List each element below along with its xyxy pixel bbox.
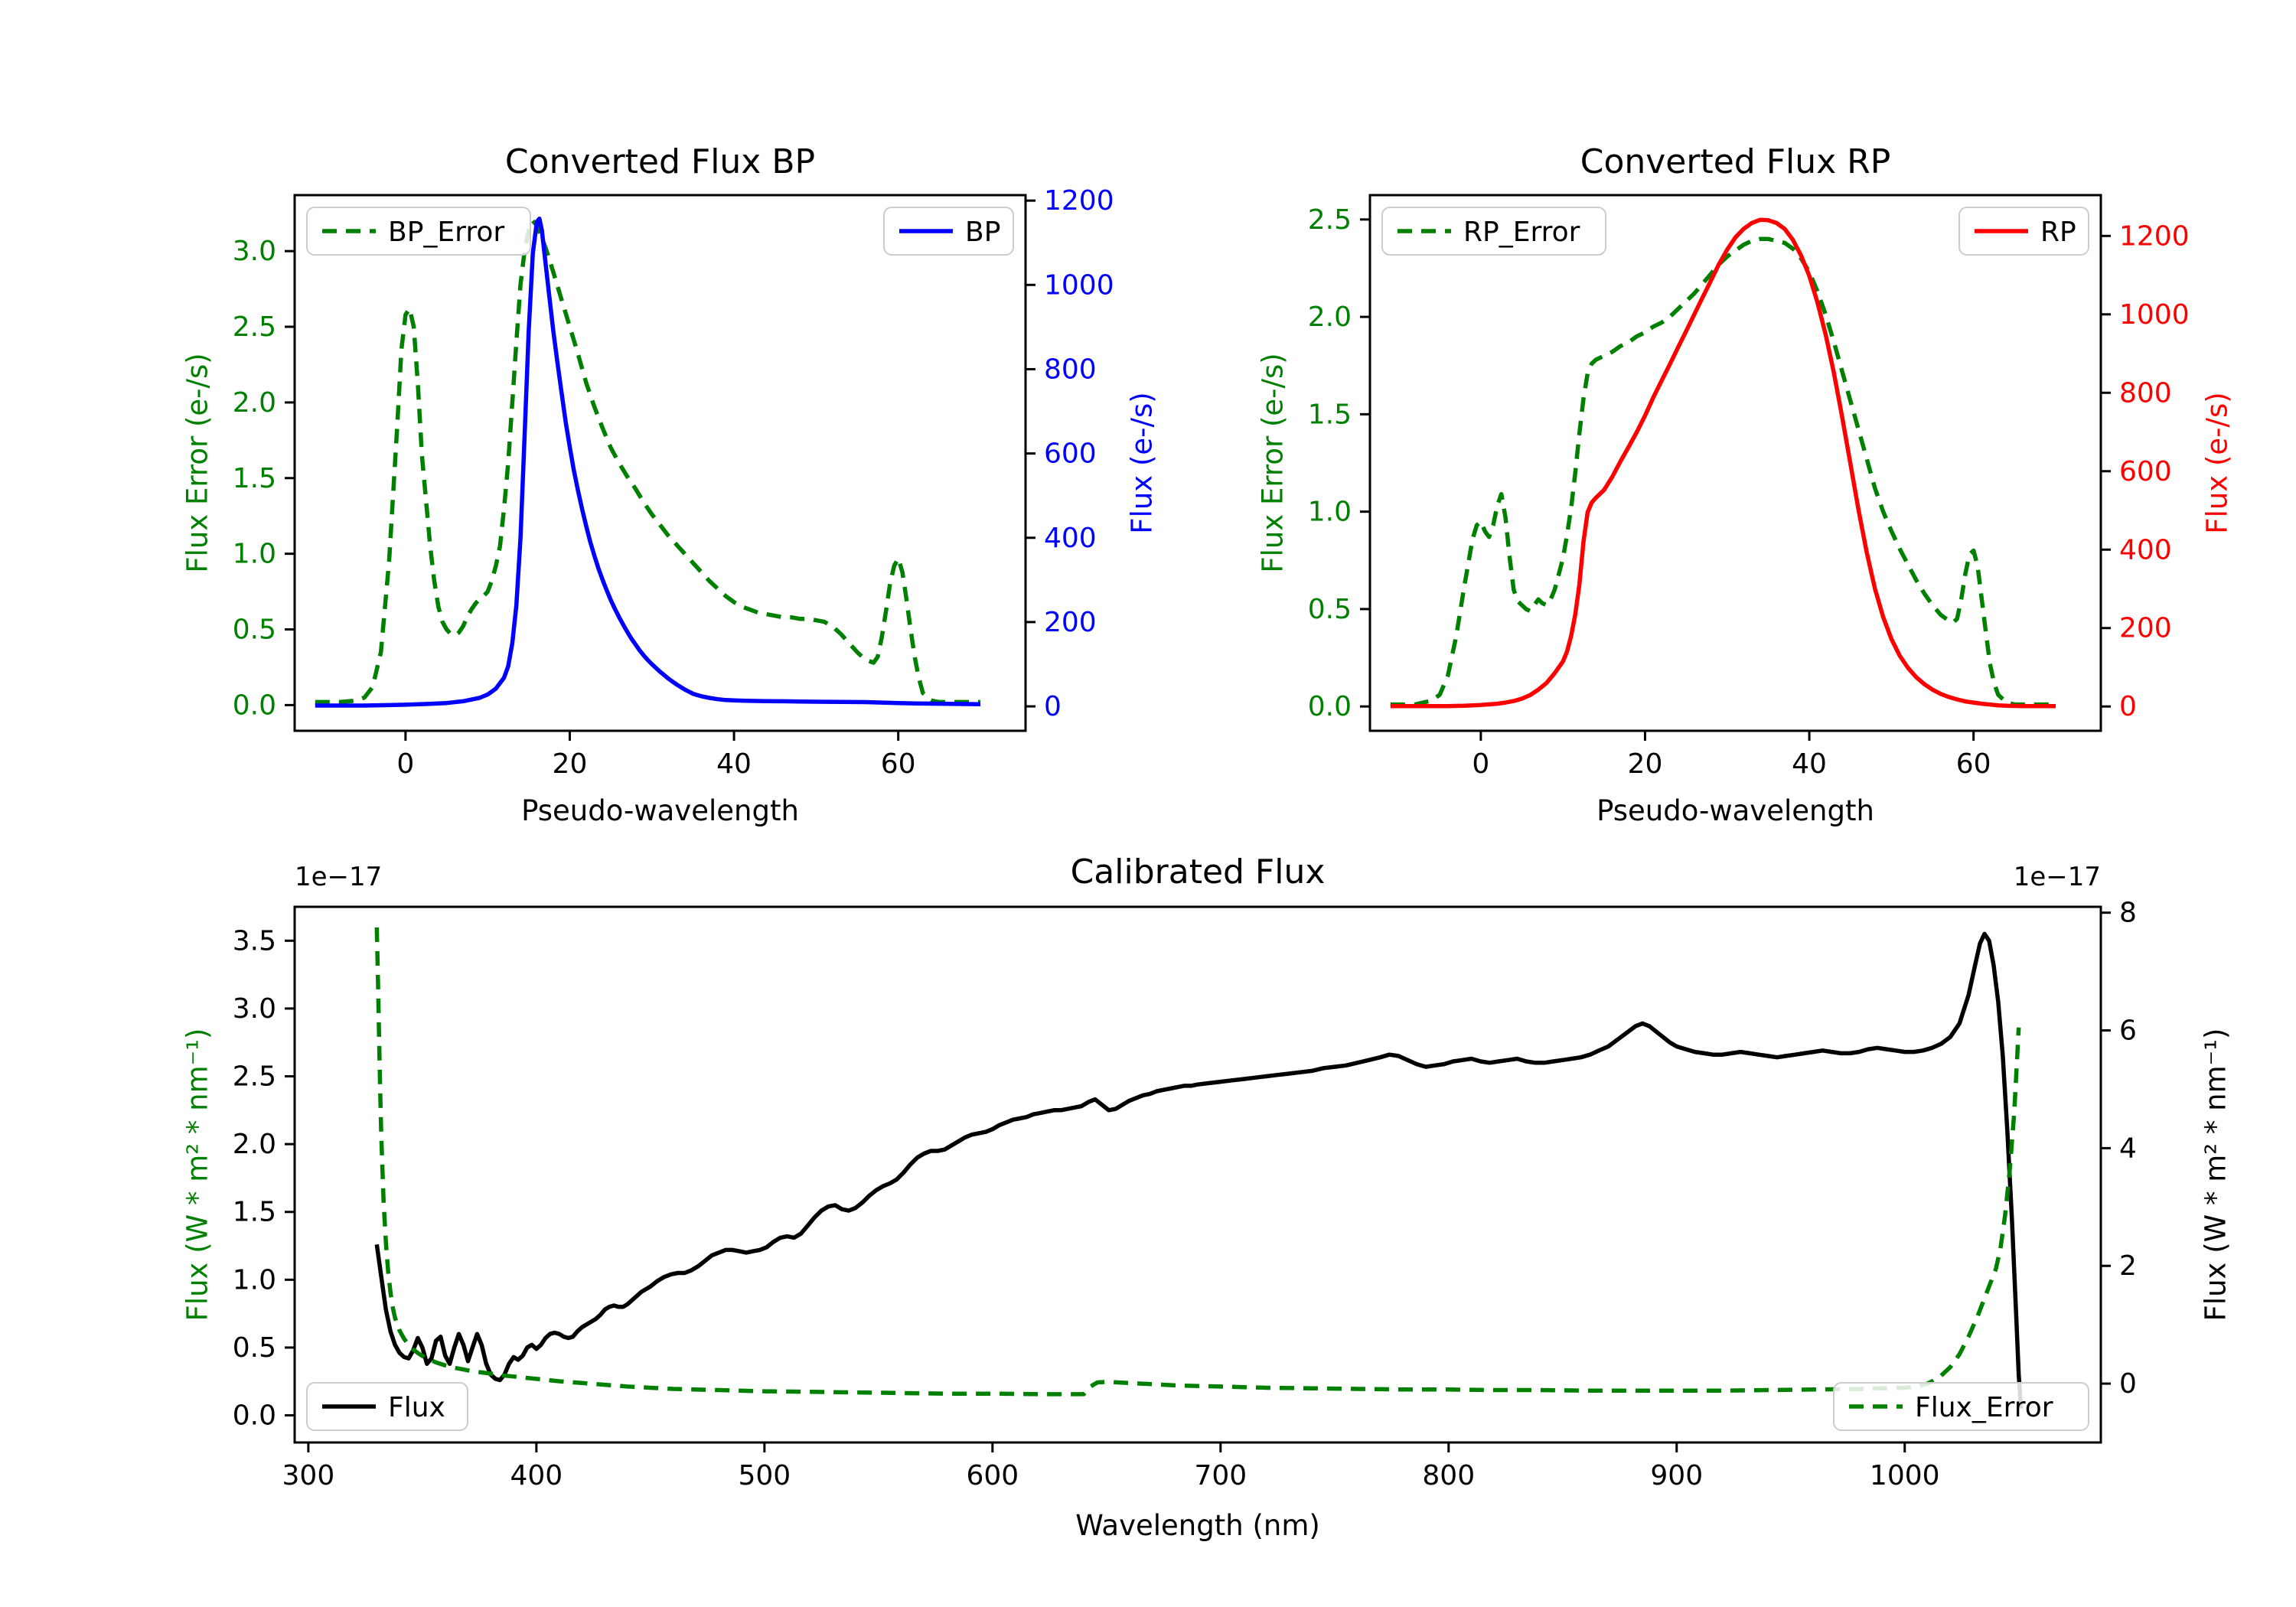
svg-text:1000: 1000 [2119,299,2190,331]
svg-text:800: 800 [1044,354,1097,385]
svg-text:0.0: 0.0 [233,1400,276,1432]
svg-text:8: 8 [2119,898,2137,929]
svg-text:BP: BP [965,217,1000,248]
svg-text:2.5: 2.5 [1308,204,1352,236]
svg-text:0: 0 [1472,748,1489,780]
svg-text:40: 40 [716,748,752,780]
svg-text:0.5: 0.5 [233,1332,276,1364]
legend-RP_Error: RP_Error [1381,207,1606,256]
svg-text:2: 2 [2119,1250,2137,1282]
svg-text:1000: 1000 [1870,1460,1940,1491]
chart-cal: 300 400 500 600 700 800 900 1000 0.0 0.5 1.0 1.5 2.0… [233,898,2137,1491]
svg-text:500: 500 [738,1460,791,1491]
svg-text:400: 400 [510,1460,563,1491]
svg-text:600: 600 [1044,438,1097,470]
svg-text:600: 600 [966,1460,1019,1491]
legend-Flux_Error: Flux_Error [1833,1382,2089,1431]
chart-title-calibrated: Calibrated Flux [1070,852,1326,892]
svg-text:0.5: 0.5 [1308,594,1352,625]
ticks-rp: 0 20 40 60 0.0 0.5 1.0 1.5 2.0 2.5 0 200 400 600 800 10… [1308,204,2190,780]
yaxis-label-left-bp: Flux Error (e-/s) [181,353,214,573]
ticks-bp: 0 20 40 60 0.0 0.5 1.0 1.5 2.0 2.5 3.0 0 200 400 600 80… [233,185,1114,780]
svg-text:1.5: 1.5 [1308,399,1352,430]
svg-text:4: 4 [2119,1133,2137,1164]
svg-text:0: 0 [396,748,414,780]
svg-text:60: 60 [1956,748,1991,780]
yaxis-label-right-calibrated: Flux (W * m² * nm⁻¹) [2199,1028,2232,1322]
svg-text:RP: RP [2040,217,2076,248]
chart-title-rp: Converted Flux RP [1580,142,1891,181]
svg-text:RP_Error: RP_Error [1463,217,1580,248]
svg-text:600: 600 [2119,456,2172,487]
chart-title-bp: Converted Flux BP [504,142,816,181]
svg-text:2.0: 2.0 [1308,302,1352,333]
svg-text:Flux_Error: Flux_Error [1915,1392,2053,1423]
svg-text:0.0: 0.0 [1308,691,1352,722]
xaxis-label-rp: Pseudo-wavelength [1596,794,1874,827]
yaxis-label-right-bp: Flux (e-/s) [1125,392,1159,534]
axes-frame-rp [1368,194,2102,732]
axes-frame-cal [293,905,2102,1444]
yaxis-label-left-rp: Flux Error (e-/s) [1256,353,1290,573]
svg-text:0: 0 [2119,1368,2137,1400]
legend-RP: RP [1958,207,2089,256]
svg-text:400: 400 [2119,534,2172,566]
svg-text:2.0: 2.0 [233,1129,276,1160]
yaxis-label-left-calibrated: Flux (W * m² * nm⁻¹) [181,1028,214,1322]
legend-BP_Error: BP_Error [306,207,531,256]
axes-frame-bp [293,194,1027,732]
ticks-cal: 300 400 500 600 700 800 900 1000 0.0 0.5 1.0 1.5 2.0… [233,898,2137,1491]
svg-text:900: 900 [1650,1460,1703,1491]
svg-text:60: 60 [881,748,916,780]
svg-text:1.0: 1.0 [233,1264,276,1296]
svg-text:200: 200 [1044,607,1097,638]
svg-text:700: 700 [1194,1460,1247,1491]
svg-text:0: 0 [2119,691,2137,722]
yaxis-label-right-rp: Flux (e-/s) [2200,392,2234,534]
svg-text:2.5: 2.5 [233,311,276,343]
svg-text:2.5: 2.5 [233,1061,276,1093]
xaxis-label-bp: Pseudo-wavelength [521,794,799,827]
svg-text:800: 800 [1422,1460,1475,1491]
chart-bp: 0 20 40 60 0.0 0.5 1.0 1.5 2.0 2.5 3.0 0 200 400 600 80… [233,185,1114,780]
svg-text:300: 300 [282,1460,335,1491]
svg-text:BP_Error: BP_Error [388,217,504,248]
series-RP_Error [1390,236,2056,707]
series-Flux_Error [374,927,2021,1397]
svg-text:6: 6 [2119,1015,2137,1047]
chart-rp: 0 20 40 60 0.0 0.5 1.0 1.5 2.0 2.5 0 200 400 600 800 10… [1308,194,2190,780]
svg-text:3.5: 3.5 [233,925,276,957]
svg-text:1000: 1000 [1044,269,1114,301]
svg-text:800: 800 [2119,377,2172,409]
svg-text:1.0: 1.0 [1308,497,1352,528]
svg-text:400: 400 [1044,523,1097,554]
svg-text:1200: 1200 [2119,220,2190,252]
offset-text-left: 1e−17 [295,862,383,892]
xaxis-label-calibrated: Wavelength (nm) [1075,1509,1320,1542]
svg-text:0.0: 0.0 [233,689,276,721]
svg-text:40: 40 [1792,748,1827,780]
svg-text:1.5: 1.5 [233,463,276,494]
svg-text:3.0: 3.0 [233,993,276,1025]
svg-text:0.5: 0.5 [233,614,276,646]
svg-text:20: 20 [553,748,588,780]
svg-text:1.0: 1.0 [233,539,276,570]
svg-text:0: 0 [1044,691,1062,722]
offset-text-right: 1e−17 [2013,862,2101,892]
legend-Flux: Flux [306,1382,468,1431]
series-BP_Error [315,218,980,705]
svg-text:3.0: 3.0 [233,236,276,267]
svg-text:20: 20 [1628,748,1663,780]
svg-text:Flux: Flux [388,1392,445,1423]
svg-text:1200: 1200 [1044,185,1114,217]
series-BP [315,217,981,708]
svg-text:2.0: 2.0 [233,387,276,419]
legend-BP: BP [883,207,1014,256]
series-Flux [374,931,2024,1409]
svg-text:1.5: 1.5 [233,1197,276,1228]
svg-text:200: 200 [2119,613,2172,644]
series-RP [1390,217,2056,709]
